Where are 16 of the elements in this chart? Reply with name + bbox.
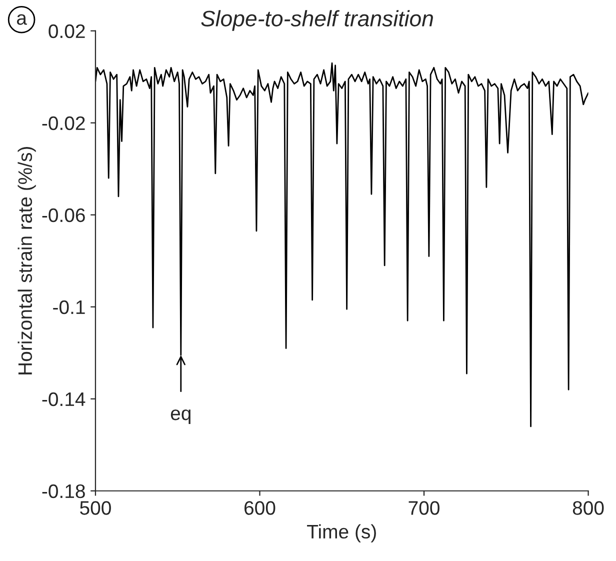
y-tick-label: -0.14 (42, 392, 86, 406)
line-series (95, 62, 588, 428)
y-tick-label: -0.18 (42, 484, 85, 498)
text: a (16, 14, 27, 25)
x-tick-label: 700 (408, 501, 440, 515)
y-axis-title: Horizontal strain rate (%/s) (18, 146, 36, 374)
annotation: eq (170, 410, 190, 424)
y-tick-label: -0.1 (53, 300, 85, 314)
y-tick-label: -0.02 (42, 116, 85, 130)
x-tick-label: 500 (80, 501, 111, 515)
x-tick-label: 600 (244, 501, 276, 515)
y-tick-label: -0.06 (42, 208, 85, 222)
x-tick-label: 800 (572, 501, 604, 515)
y-tick-label: 0.02 (48, 24, 85, 38)
chart-title: Slope-to-shelf transition (201, 10, 433, 31)
x-axis-title: Time (s) (307, 524, 376, 542)
